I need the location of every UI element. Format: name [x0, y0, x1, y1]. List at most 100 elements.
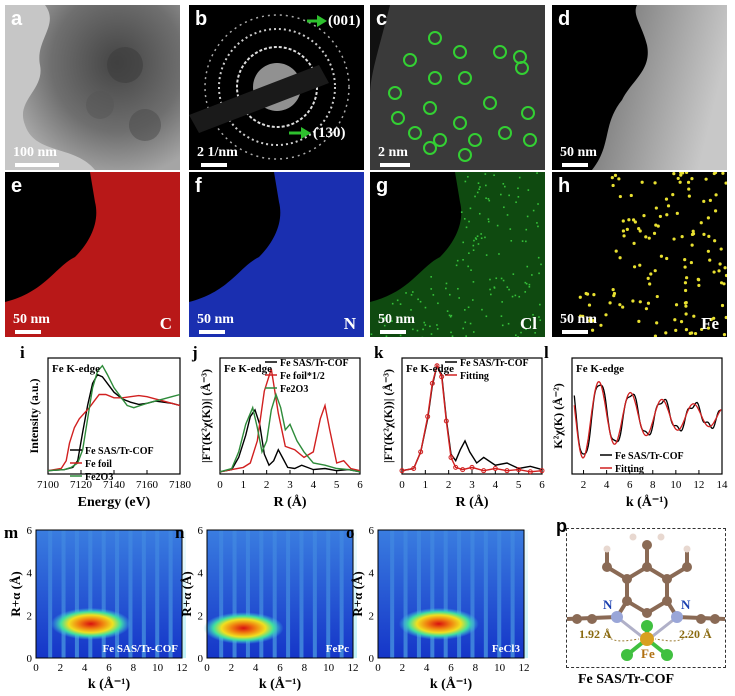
x-tick-label: 12 — [177, 662, 188, 674]
scale-label: 2 1/nm — [197, 145, 238, 160]
cl-signal — [410, 309, 412, 311]
cl-signal — [521, 240, 524, 242]
x-tick-label: 2 — [400, 662, 406, 674]
x-tick-label: 4 — [424, 662, 430, 674]
cl-signal — [484, 173, 487, 175]
cl-signal — [512, 273, 515, 275]
x-tick-label: 3 — [287, 479, 293, 491]
n-atom — [611, 611, 623, 623]
fe-signal — [632, 265, 637, 269]
fe-signal — [722, 282, 726, 286]
cl-signal — [488, 199, 491, 202]
scale-label: 50 nm — [197, 312, 234, 327]
cl-signal — [477, 243, 480, 245]
cl-signal — [448, 314, 451, 317]
atom-marker — [403, 53, 417, 67]
fe-signal — [666, 204, 671, 208]
fe-signal — [655, 321, 659, 325]
fe-signal — [611, 288, 615, 292]
x-tick-label: 6 — [539, 479, 545, 491]
cl-signal — [424, 324, 427, 326]
tem-image — [5, 5, 180, 170]
n-label-left: N — [603, 597, 613, 612]
fe-signal — [632, 241, 636, 245]
x-tick-label: 14 — [717, 479, 729, 491]
cl-signal — [463, 218, 466, 220]
x-tick-label: 0 — [217, 479, 223, 491]
cl-signal — [506, 286, 509, 288]
cl-signal — [462, 258, 464, 261]
panel-label: d — [558, 8, 571, 30]
element-map — [370, 172, 545, 337]
cl-signal — [422, 328, 424, 331]
y-tick-label: 0 — [369, 653, 375, 665]
fe-signal — [713, 239, 717, 243]
x-axis-label: R (Å) — [455, 494, 488, 510]
cl-signal — [498, 253, 500, 255]
cl-signal — [479, 186, 481, 188]
panel-label: h — [558, 175, 571, 197]
atom-marker — [408, 126, 422, 140]
fe-signal — [717, 269, 721, 273]
cl-signal — [412, 291, 414, 293]
cl-signal — [450, 331, 452, 334]
ring-label-001: (001) — [328, 13, 361, 29]
cl-signal — [517, 196, 520, 198]
fe-signal — [653, 269, 657, 273]
fe-signal — [592, 293, 596, 297]
fe-signal — [631, 299, 635, 303]
cl-signal — [451, 335, 454, 337]
plot-frame — [571, 357, 723, 475]
scale-label: 50 nm — [378, 312, 415, 327]
fe-signal — [708, 258, 712, 262]
fe-signal — [581, 314, 585, 318]
cl-signal — [528, 283, 531, 286]
x-tick-label: 7100 — [37, 479, 60, 491]
cl-signal — [370, 333, 373, 336]
fe-signal — [638, 229, 642, 233]
x-tick-label: 6 — [627, 479, 633, 491]
cl-signal — [472, 249, 475, 251]
series-line — [47, 364, 181, 472]
legend-label: Fe foil*1/2 — [280, 371, 325, 382]
x-axis-label: k (Å⁻¹) — [88, 676, 131, 692]
fe-signal — [684, 312, 688, 316]
cl-signal — [474, 195, 476, 198]
cl-signal — [470, 269, 472, 271]
plot-frame — [206, 529, 354, 659]
cl-signal — [517, 336, 519, 337]
fe-signal — [644, 307, 649, 311]
cl-signal — [478, 188, 481, 191]
legend-label: Fitting — [460, 371, 489, 382]
cl-signal — [446, 310, 449, 312]
y-tick-label: 2 — [27, 610, 33, 622]
y-tick-label: 4 — [27, 568, 33, 580]
cl-signal — [489, 278, 491, 281]
x-tick-label: 1 — [241, 479, 247, 491]
cl-signal — [520, 331, 522, 334]
legend-label: Fe SAS/Tr-COF — [460, 358, 529, 369]
panel-label: p — [556, 516, 567, 536]
fe-signal — [644, 235, 648, 239]
cl-signal — [449, 315, 452, 318]
x-axis-label: k (Å⁻¹) — [259, 676, 302, 692]
cl-signal — [504, 185, 506, 188]
fe-signal — [617, 177, 621, 181]
n-atom — [671, 611, 683, 623]
fe-signal — [599, 323, 603, 327]
x-tick-label: 3 — [469, 479, 475, 491]
cl-signal — [391, 302, 394, 305]
heatmap-streak — [443, 530, 448, 658]
heatmap-streak — [272, 530, 277, 658]
cl-signal — [487, 218, 490, 220]
fe-signal — [724, 181, 727, 185]
fe-coordination-model — [567, 533, 725, 661]
cl-signal — [484, 236, 486, 239]
cl-signal — [419, 300, 422, 303]
legend-label: Fe2O3 — [280, 384, 308, 395]
x-tick-label: 4 — [604, 479, 610, 491]
bond-length-1: 1.92 Å — [579, 627, 612, 641]
cl-signal — [539, 303, 541, 306]
fit-marker — [439, 374, 445, 380]
scale-bar — [380, 163, 410, 167]
